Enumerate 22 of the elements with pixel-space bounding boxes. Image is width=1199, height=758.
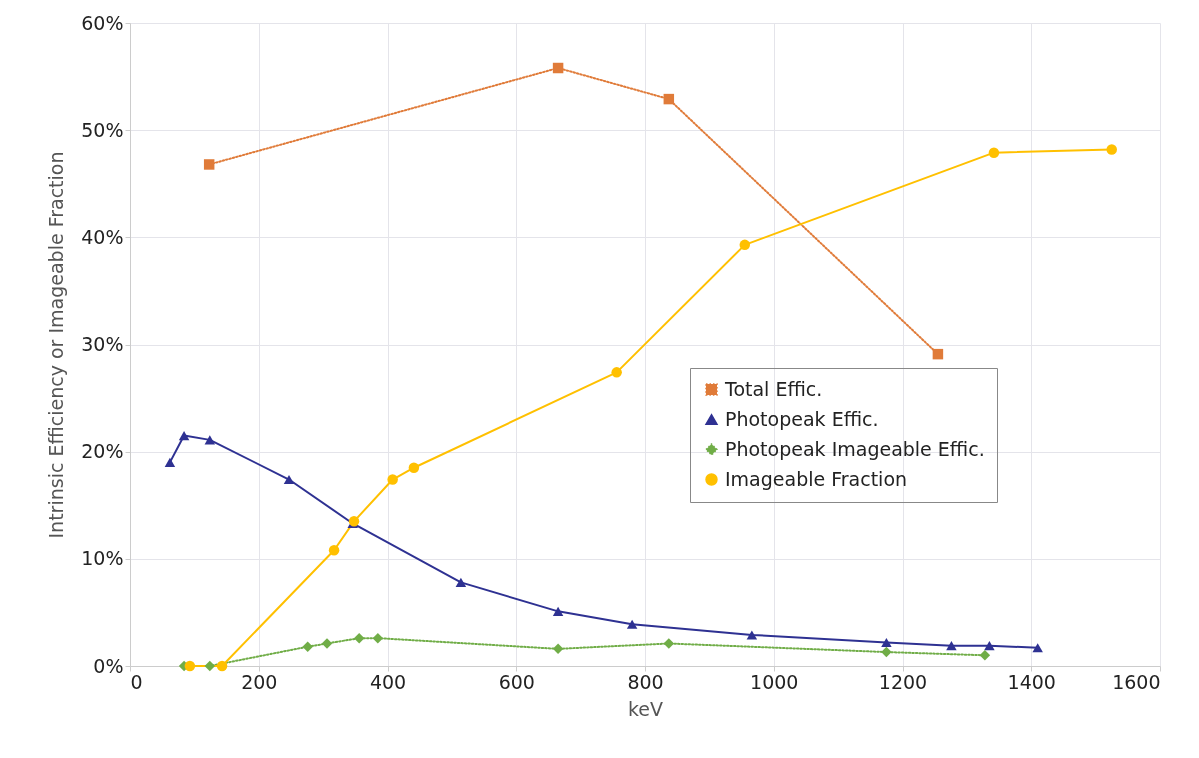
x-axis-title: keV <box>627 697 664 720</box>
legend-label: Imageable Fraction <box>725 467 908 490</box>
x-tick-label: 1200 <box>878 670 928 693</box>
x-tick-label: 600 <box>498 670 535 693</box>
y-tick-label: 40% <box>81 225 124 248</box>
x-tick-label: 1400 <box>1007 670 1056 693</box>
x-tick-label: 1000 <box>750 670 799 693</box>
x-tick-label: 1600 <box>1112 670 1161 693</box>
y-tick-label: 60% <box>81 11 124 34</box>
legend-label: Total Effic. <box>724 377 823 400</box>
x-tick-label: 800 <box>627 670 664 693</box>
legend-label: Photopeak Imageable Effic. <box>725 437 985 460</box>
x-tick-label: 0 <box>130 670 143 693</box>
y-tick-label: 50% <box>81 118 124 141</box>
y-tick-label: 0% <box>93 654 124 677</box>
y-axis-title: Intrinsic Efficiency or Imageable Fraction <box>45 151 68 539</box>
legend-label: Photopeak Effic. <box>725 407 879 430</box>
x-tick-label: 400 <box>369 670 407 693</box>
y-tick-label: 30% <box>81 333 124 355</box>
x-tick-label: 200 <box>241 670 278 693</box>
y-tick-label: 20% <box>81 440 124 463</box>
y-tick-label: 10% <box>81 547 124 570</box>
